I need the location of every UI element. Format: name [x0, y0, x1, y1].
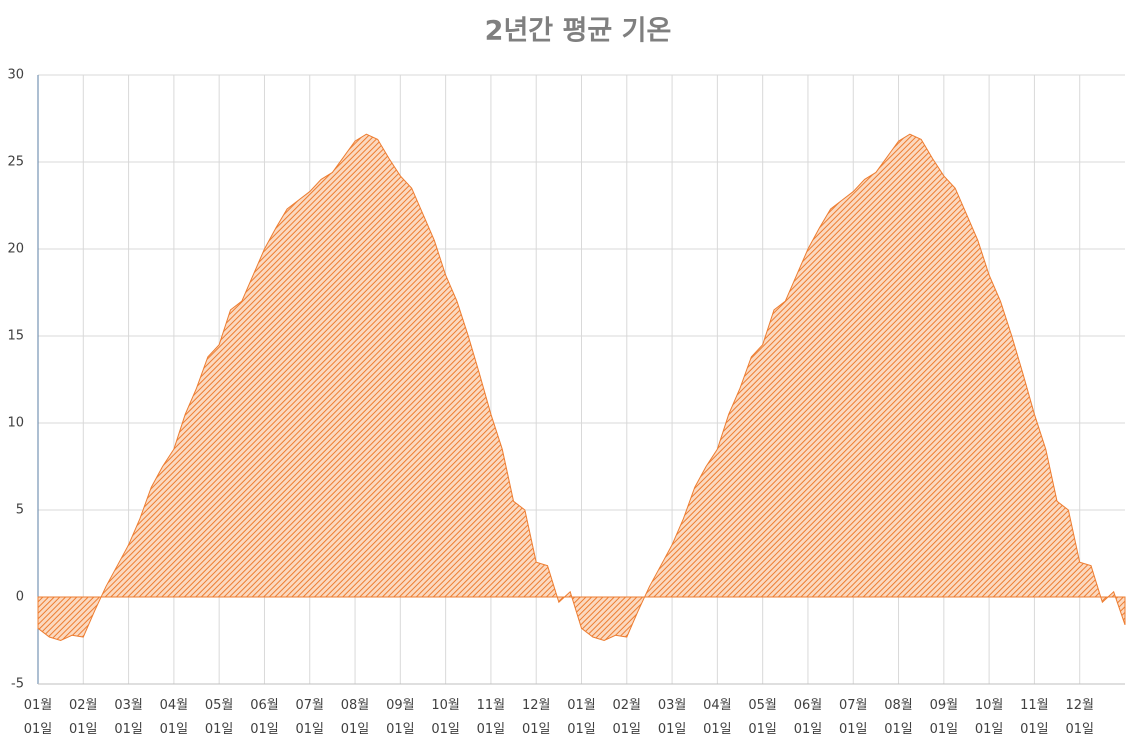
x-tick-label: 04월 01일: [159, 698, 189, 737]
y-tick-label: 15: [7, 329, 24, 344]
x-tick-label: 11월 01일: [1020, 698, 1049, 737]
x-tick-label: 03월 01일: [114, 698, 143, 737]
y-tick-label: 25: [7, 155, 24, 170]
x-tick-label: 06월 01일: [250, 698, 279, 737]
x-tick-label: 11월 01일: [476, 698, 506, 737]
y-tick-label: 5: [16, 503, 24, 518]
x-tick-label: 10월 01일: [974, 698, 1004, 737]
x-tick-label: 09월 01일: [386, 698, 415, 737]
x-tick-label: 08월 01일: [884, 698, 913, 737]
y-tick-label: 20: [7, 242, 24, 257]
x-tick-label: 06월 01일: [793, 698, 823, 737]
x-tick-label: 05월 01일: [748, 698, 777, 737]
x-tick-label: 05월 01일: [204, 698, 234, 737]
x-tick-label: 08월 01일: [340, 698, 370, 737]
x-tick-label: 12월 01일: [521, 698, 551, 737]
x-tick-label: 02월 01일: [612, 698, 642, 737]
area: [37, 133, 1126, 642]
x-tick-label: 01월 01일: [567, 698, 596, 737]
y-tick-label: 0: [16, 590, 24, 605]
x-tick-label: 10월 01일: [431, 698, 460, 737]
y-tick-label: 10: [7, 416, 24, 431]
y-tick-label: -5: [11, 677, 24, 692]
x-tick-label: 04월 01일: [703, 698, 732, 737]
chart-title: 2년간 평균 기온: [485, 16, 672, 47]
x-tick-label: 07월 01일: [838, 698, 868, 737]
x-tick-label: 01월 01일: [23, 698, 53, 737]
x-tick-label: 07월 01일: [295, 698, 324, 737]
x-tick-label: 09월 01일: [929, 698, 959, 737]
x-tick-label: 03월 01일: [657, 698, 687, 737]
x-tick-label: 12월 01일: [1065, 698, 1094, 737]
x-tick-label: 02월 01일: [69, 698, 98, 737]
y-tick-label: 30: [7, 68, 24, 83]
